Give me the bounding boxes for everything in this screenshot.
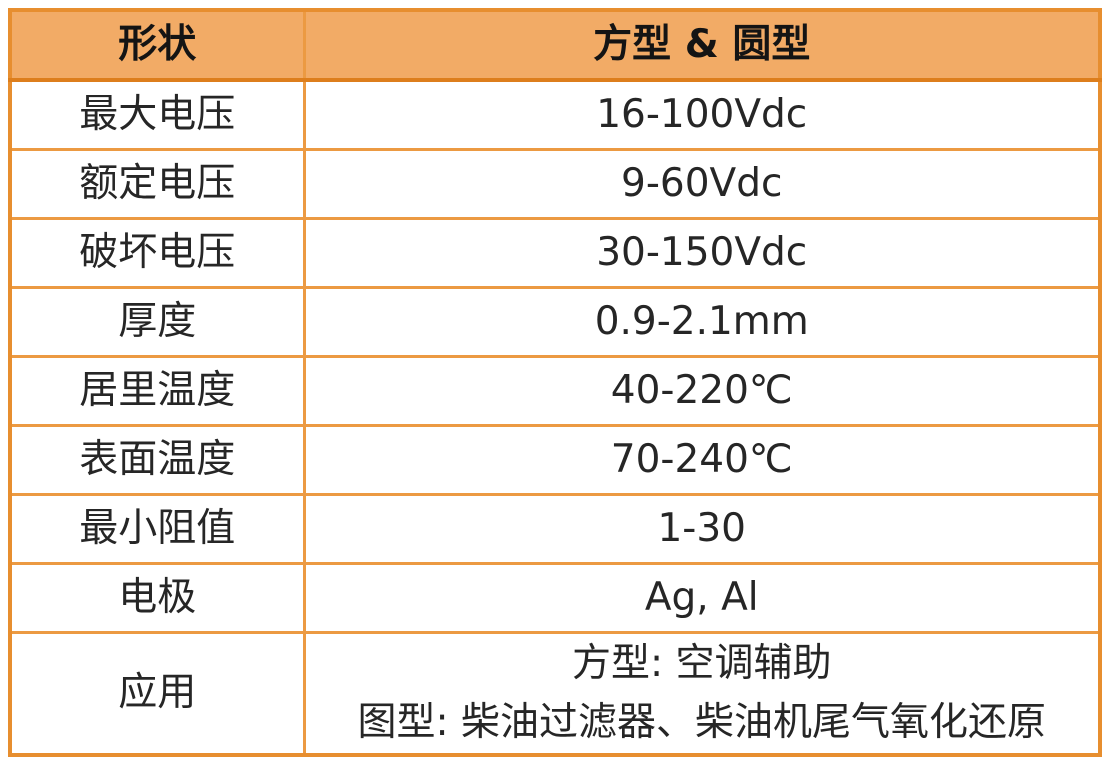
- table-header-row: 形状 方型 & 圆型: [8, 8, 1102, 82]
- application-line-square: 方型: 空调辅助: [571, 641, 832, 686]
- row-value: Ag, Al: [302, 562, 1102, 634]
- header-cell-shape: 形状: [8, 8, 306, 82]
- spec-table-container: 形状 方型 & 圆型 最大电压 16-100Vdc 额定电压 9-60Vdc 破…: [8, 8, 1102, 757]
- row-value: 0.9-2.1mm: [302, 286, 1102, 358]
- table-row-max-voltage: 最大电压 16-100Vdc: [8, 78, 1102, 151]
- row-label: 电极: [8, 562, 306, 634]
- table-row-surface-temperature: 表面温度 70-240℃: [8, 424, 1102, 496]
- row-value: 40-220℃: [302, 355, 1102, 427]
- row-label: 表面温度: [8, 424, 306, 496]
- table-row-rated-voltage: 额定电压 9-60Vdc: [8, 148, 1102, 220]
- application-line-round: 图型: 柴油过滤器、柴油机尾气氧化还原: [357, 700, 1047, 746]
- table-row-curie-temperature: 居里温度 40-220℃: [8, 355, 1102, 427]
- table-row-thickness: 厚度 0.9-2.1mm: [8, 286, 1102, 358]
- row-label: 最小阻值: [8, 493, 306, 565]
- row-value: 30-150Vdc: [302, 217, 1102, 289]
- table-row-electrode: 电极 Ag, Al: [8, 562, 1102, 634]
- header-cell-type: 方型 & 圆型: [302, 8, 1102, 82]
- row-label: 应用: [8, 630, 306, 757]
- row-label: 破坏电压: [8, 217, 306, 289]
- spec-table: 形状 方型 & 圆型 最大电压 16-100Vdc 额定电压 9-60Vdc 破…: [8, 8, 1102, 757]
- row-label: 居里温度: [8, 355, 306, 427]
- row-label: 厚度: [8, 286, 306, 358]
- application-value-cell: 方型: 空调辅助 图型: 柴油过滤器、柴油机尾气氧化还原: [302, 630, 1102, 757]
- row-value: 70-240℃: [302, 424, 1102, 496]
- table-row-breakdown-voltage: 破坏电压 30-150Vdc: [8, 217, 1102, 289]
- row-value: 16-100Vdc: [302, 78, 1102, 151]
- row-value: 9-60Vdc: [302, 148, 1102, 220]
- row-label: 额定电压: [8, 148, 306, 220]
- table-row-min-resistance: 最小阻值 1-30: [8, 493, 1102, 565]
- row-label: 最大电压: [8, 78, 306, 151]
- row-value: 1-30: [302, 493, 1102, 565]
- table-row-application: 应用 方型: 空调辅助 图型: 柴油过滤器、柴油机尾气氧化还原: [8, 630, 1102, 757]
